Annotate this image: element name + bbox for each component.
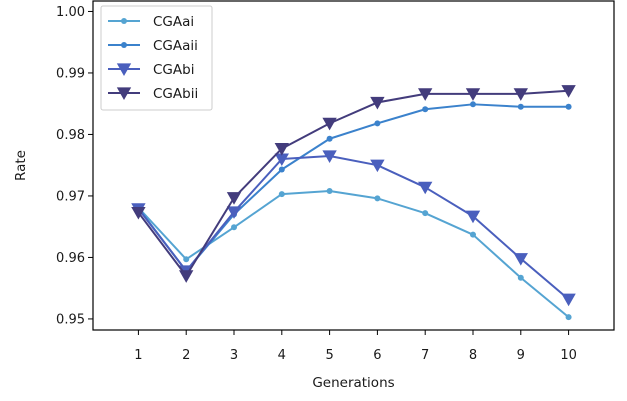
x-tick-label: 2 bbox=[182, 348, 190, 363]
data-point-cgabii bbox=[226, 192, 242, 205]
legend-entries: CGAai CGAaii CGAbi CGAbii bbox=[108, 14, 198, 102]
series-line-cgabii bbox=[137, 89, 569, 277]
data-point-cgabi bbox=[418, 181, 433, 195]
data-point-cgabii bbox=[513, 88, 528, 101]
legend-label-cgaai: CGAai bbox=[153, 14, 194, 30]
legend-marker-cgaaii bbox=[121, 42, 127, 48]
y-tick-label: 0.97 bbox=[56, 189, 85, 204]
axis-ticks: 1 2 3 4 5 6 7 8 9 10 0.95 0.96 0.97 0.98 0.99 1.00 bbox=[56, 5, 577, 363]
x-tick-label: 8 bbox=[469, 348, 477, 363]
data-point-cgaaii bbox=[469, 101, 476, 108]
y-tick-label: 0.99 bbox=[56, 66, 85, 81]
x-tick-label: 4 bbox=[278, 348, 286, 363]
data-point-cgabii bbox=[561, 85, 576, 98]
legend-label-cgabii: CGAbii bbox=[153, 86, 198, 102]
series-cgabii bbox=[131, 85, 576, 283]
x-tick-label: 1 bbox=[134, 348, 142, 363]
x-tick-label: 5 bbox=[325, 348, 333, 363]
data-point-cgaai bbox=[183, 256, 190, 263]
y-tick-label: 0.96 bbox=[56, 251, 85, 266]
series-line-cgaaii bbox=[137, 103, 569, 272]
data-point-cgabi bbox=[322, 150, 337, 163]
y-tick-label: 0.98 bbox=[56, 128, 85, 143]
data-point-cgaaii bbox=[565, 103, 572, 110]
legend-label-cgabi: CGAbi bbox=[153, 62, 194, 78]
data-point-cgabii bbox=[370, 96, 385, 110]
series-cgabi bbox=[131, 150, 576, 307]
data-point-cgaai bbox=[374, 195, 381, 202]
y-tick-label: 0.95 bbox=[56, 312, 85, 327]
data-point-cgaai bbox=[326, 188, 333, 195]
data-point-cgabii bbox=[179, 270, 194, 283]
legend-marker-cgabi bbox=[116, 63, 132, 76]
data-point-cgabii bbox=[274, 142, 289, 156]
x-tick-label: 3 bbox=[230, 348, 238, 363]
data-point-cgaaii bbox=[326, 135, 333, 142]
data-point-cgabii bbox=[322, 117, 337, 131]
data-point-cgaai bbox=[517, 274, 524, 281]
series-line-cgabi bbox=[137, 154, 570, 301]
data-point-cgaai bbox=[469, 231, 476, 238]
x-tick-label: 6 bbox=[373, 348, 381, 363]
data-point-cgaai bbox=[231, 224, 238, 231]
x-tick-label: 9 bbox=[517, 348, 525, 363]
series-group bbox=[131, 85, 576, 321]
legend-marker-cgaai bbox=[121, 18, 127, 24]
data-point-cgaai bbox=[278, 191, 285, 198]
plot-frame bbox=[92, 0, 615, 331]
legend-frame bbox=[100, 5, 213, 111]
data-point-cgaai bbox=[422, 210, 429, 217]
legend-label-cgaaii: CGAaii bbox=[153, 38, 198, 54]
data-point-cgaaii bbox=[517, 103, 524, 110]
legend: CGAai CGAaii CGAbi CGAbii bbox=[100, 5, 213, 111]
data-point-cgabi bbox=[513, 253, 528, 266]
x-axis-label: Generations bbox=[312, 375, 394, 391]
x-tick-label: 7 bbox=[421, 348, 429, 363]
data-point-cgabi bbox=[370, 159, 385, 173]
data-point-cgabii bbox=[131, 206, 146, 220]
data-point-cgabi bbox=[226, 206, 242, 219]
data-point-cgaaii bbox=[422, 106, 429, 113]
data-point-cgabi bbox=[465, 210, 481, 224]
x-tick-label: 10 bbox=[560, 348, 577, 363]
data-point-cgaaii bbox=[374, 120, 381, 127]
y-tick-label: 1.00 bbox=[56, 5, 85, 20]
data-point-cgaai bbox=[565, 314, 572, 321]
data-point-cgabii bbox=[465, 88, 481, 101]
series-cgaaii bbox=[135, 101, 572, 274]
y-axis-label: Rate bbox=[13, 150, 29, 181]
series-line-cgaai bbox=[137, 190, 570, 318]
data-point-cgabii bbox=[418, 88, 433, 101]
data-point-cgaaii bbox=[278, 166, 285, 173]
legend-marker-cgabii bbox=[116, 87, 132, 100]
data-point-cgabi bbox=[561, 293, 576, 307]
